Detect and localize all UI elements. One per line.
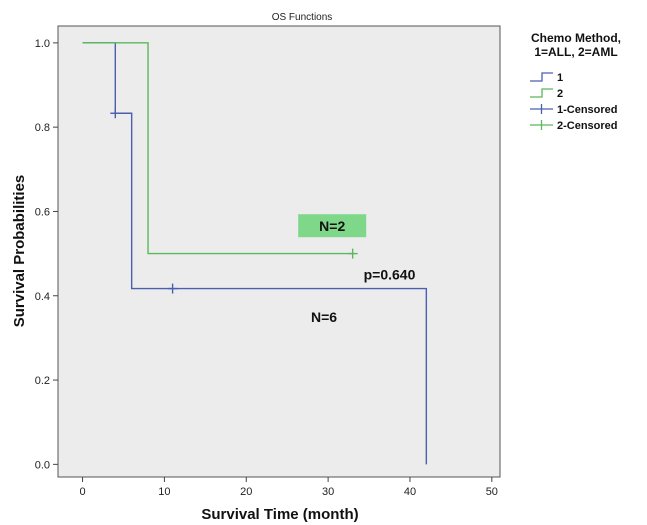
legend-item-2-Censored: 2-Censored (530, 120, 618, 132)
legend-label-2-Censored: 2-Censored (557, 120, 618, 132)
legend-item-1: 1 (530, 72, 563, 84)
y-tick-label-1: 0.2 (35, 375, 50, 387)
x-tick-label-3: 30 (322, 486, 334, 498)
x-axis-title: Survival Time (month) (201, 506, 358, 523)
plot-area (57, 25, 501, 478)
legend-label-2: 2 (557, 88, 563, 100)
axes: 0 10 20 30 40 50 0.0 0.2 0.4 0.6 0.8 1.0 (35, 38, 498, 498)
legend-swatch-1-Censored (530, 104, 553, 114)
series-layer (82, 42, 428, 465)
y-axis-title: Survival Probabilities (11, 175, 28, 328)
legend: Chemo Method,1=ALL, 2=AML 1 2 1-Censored 2-C… (530, 31, 621, 132)
legend-swatch-2 (530, 88, 553, 98)
legend-swatch-1 (530, 72, 553, 82)
legend-title-line-1: 1=ALL, 2=AML (534, 45, 617, 59)
legend-item-2: 2 (530, 88, 563, 100)
1-Censored-mark-1 (167, 283, 178, 294)
annotation-1: p=0.640 (364, 267, 416, 283)
legend-label-1: 1 (557, 72, 563, 84)
x-tick-label-0: 0 (79, 486, 85, 498)
chart-title: OS Functions (272, 12, 333, 23)
legend-item-1-Censored: 1-Censored (530, 104, 618, 116)
y-tick-label-5: 1.0 (35, 38, 50, 50)
legend-label-1-Censored: 1-Censored (557, 104, 618, 116)
y-tick-label-4: 0.8 (35, 122, 50, 134)
2-Censored-mark-0 (347, 248, 358, 259)
x-tick-label-5: 50 (486, 486, 498, 498)
annotation-2: N=6 (311, 309, 337, 325)
annotation-highlight-0 (298, 214, 367, 238)
x-tick-label-1: 10 (158, 486, 170, 498)
x-tick-label-2: 20 (240, 486, 252, 498)
legend-swatch-2-Censored (530, 120, 553, 130)
annotation-layer: N=2 p=0.640 N=6 (298, 214, 416, 325)
x-tick-label-4: 40 (404, 486, 416, 498)
y-tick-label-0: 0.0 (35, 459, 50, 471)
legend-title-line-0: Chemo Method, (531, 31, 621, 45)
y-tick-label-2: 0.4 (35, 291, 50, 303)
y-tick-label-3: 0.6 (35, 206, 50, 218)
annotation-0: N=2 (319, 218, 345, 234)
1-Censored-mark-0 (110, 108, 121, 119)
series-2-line (82, 42, 353, 255)
